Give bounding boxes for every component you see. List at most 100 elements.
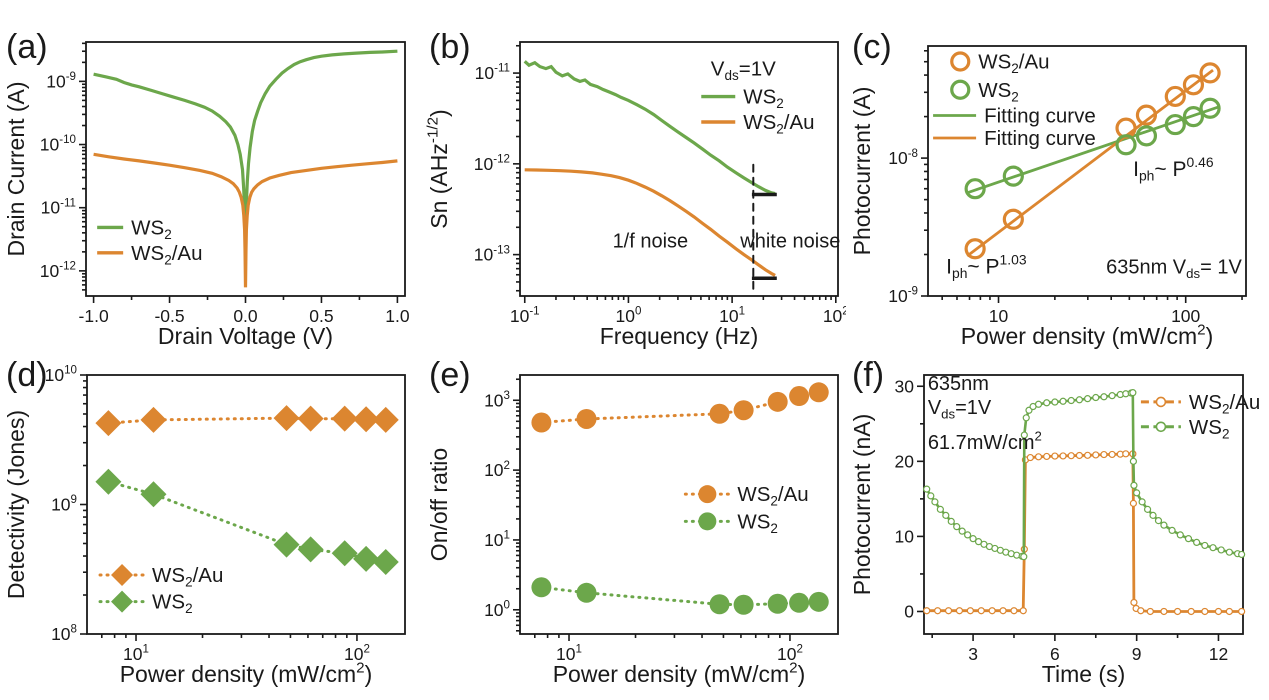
svg-text:Iph~ P1.03: Iph~ P1.03 — [946, 252, 1027, 281]
svg-text:10-13: 10-13 — [474, 243, 510, 264]
svg-text:30: 30 — [895, 376, 915, 396]
y-axis-label: Sn (AHz-1/2) — [424, 109, 452, 228]
series-WS2 — [531, 577, 829, 615]
panel-letter: (a) — [6, 28, 48, 66]
svg-text:100: 100 — [1171, 306, 1200, 326]
panel-e-onoff-ratio-chart: 101 102 100 101 102 103 Power density (mW/cm2)… — [423, 350, 846, 700]
panel-f-time-response-chart: 3 6 9 12 0 10 20 30 Time (s) Photocurrent (nA) WS2… — [846, 350, 1269, 700]
tick-labels: 101 102 108 109 1010 — [45, 364, 370, 664]
tick-labels: 101 102 100 101 102 103 — [484, 389, 803, 664]
series-WS2 — [95, 468, 399, 575]
svg-text:101: 101 — [719, 305, 745, 326]
svg-text:10-8: 10-8 — [888, 147, 918, 168]
svg-text:WS2/Au: WS2/Au — [743, 111, 814, 137]
plot-frame — [519, 41, 839, 297]
svg-text:103: 103 — [484, 389, 510, 410]
svg-text:10-12: 10-12 — [474, 152, 510, 173]
series-WS2/Au — [93, 152, 398, 288]
svg-text:white noise: white noise — [739, 231, 840, 253]
svg-text:Iph~ P0.46: Iph~ P0.46 — [1133, 154, 1214, 183]
plot-frame — [519, 374, 839, 635]
x-axis-label: Frequency (Hz) — [600, 323, 758, 349]
axes — [80, 374, 358, 641]
axes — [513, 44, 837, 303]
y-axis-label: Photocurrent (A) — [849, 87, 875, 256]
panel-letter: (c) — [852, 28, 892, 66]
svg-text:102: 102 — [344, 643, 370, 664]
svg-text:10-1: 10-1 — [510, 305, 540, 326]
svg-text:10-9: 10-9 — [888, 285, 918, 306]
svg-text:9: 9 — [1132, 644, 1142, 664]
svg-text:WS2/Au: WS2/Au — [1189, 391, 1260, 417]
y-axis-label: Detectivity (Jones) — [3, 410, 29, 599]
x-axis-label: Time (s) — [1042, 661, 1125, 687]
svg-text:0.5: 0.5 — [309, 306, 333, 326]
axes — [513, 378, 791, 641]
svg-text:100: 100 — [615, 305, 641, 326]
svg-text:WS2: WS2 — [743, 86, 784, 112]
x-axis-label: Power density (mW/cm2) — [553, 659, 806, 687]
svg-text:101: 101 — [556, 643, 582, 664]
svg-text:-1.0: -1.0 — [79, 306, 109, 326]
series-WS2 — [93, 49, 398, 233]
x-axis-label: Drain Voltage (V) — [158, 323, 333, 349]
svg-text:WS2: WS2 — [978, 79, 1019, 105]
svg-text:10: 10 — [989, 306, 1009, 326]
series-fit-ws2 — [966, 105, 1220, 195]
chart-e: 101 102 100 101 102 103 Power density (mW/cm2)… — [426, 356, 839, 687]
svg-text:1/f noise: 1/f noise — [613, 231, 689, 253]
panel-letter: (e) — [429, 356, 471, 394]
panel-letter: (d) — [6, 356, 48, 394]
series-WS2/Au — [524, 168, 776, 277]
svg-text:Fitting curve: Fitting curve — [984, 127, 1096, 150]
svg-text:10-9: 10-9 — [46, 70, 76, 91]
x-axis-label: Power density (mW/cm2) — [961, 321, 1214, 349]
svg-text:WS2: WS2 — [152, 591, 193, 617]
plot-frame — [86, 374, 406, 635]
svg-text:102: 102 — [484, 459, 510, 480]
panel-c-photocurrent-power-chart: 10 100 10-9 10-8 Power density (mW/cm2) Photo… — [846, 0, 1269, 350]
x-axis-label: Power density (mW/cm2) — [120, 659, 373, 687]
y-axis-label: Drain Current (A) — [3, 81, 29, 256]
panel-d-detectivity-chart: 101 102 108 109 1010 Power density (mW/cm2) De… — [0, 350, 423, 700]
svg-text:WS2: WS2 — [1189, 416, 1230, 442]
chart-b: 10-1 100 101 102 10-13 10-12 10-11 Frequency (H… — [424, 28, 846, 349]
y-axis-label: Photocurrent (nA) — [849, 414, 875, 596]
axes — [79, 42, 399, 303]
svg-text:WS2/Au: WS2/Au — [152, 564, 223, 590]
annotations: Iph~ P1.03 Iph~ P0.46 635nm Vds= 1V — [946, 154, 1242, 281]
svg-text:102: 102 — [777, 643, 803, 664]
svg-text:1010: 1010 — [45, 364, 77, 385]
svg-text:635nm Vds= 1V: 635nm Vds= 1V — [1106, 257, 1242, 281]
svg-text:WS2: WS2 — [131, 216, 172, 242]
chart-a: -1.0 -0.5 0.0 0.5 1.0 10-12 10-11 10-10 10-9 Drai… — [3, 28, 410, 349]
svg-text:1.0: 1.0 — [385, 306, 410, 326]
svg-text:108: 108 — [51, 623, 77, 644]
tick-labels: -1.0 -0.5 0.0 0.5 1.0 10-12 10-11 10-10 10-9 — [40, 70, 410, 326]
tick-labels: 3 6 9 12 0 10 20 30 — [895, 376, 1229, 664]
svg-text:WS2/Au: WS2/Au — [978, 51, 1049, 77]
tick-labels: 10-1 100 101 102 10-13 10-12 10-11 — [474, 62, 846, 326]
svg-text:3: 3 — [968, 644, 978, 664]
axes — [917, 385, 1220, 641]
series-WS2/Au — [923, 450, 1246, 616]
svg-text:Vds=1V: Vds=1V — [928, 397, 992, 421]
svg-text:102: 102 — [823, 305, 846, 326]
svg-text:10-10: 10-10 — [40, 133, 76, 154]
svg-text:WS2: WS2 — [737, 510, 778, 536]
svg-text:Vds=1V: Vds=1V — [711, 58, 776, 84]
svg-text:100: 100 — [484, 598, 510, 619]
series-WS2/Au — [95, 405, 399, 437]
panel-letter: (b) — [429, 28, 471, 66]
svg-text:20: 20 — [895, 451, 915, 471]
svg-text:WS2/Au: WS2/Au — [131, 242, 202, 268]
svg-text:109: 109 — [51, 493, 77, 514]
tick-labels: 10 100 10-9 10-8 — [888, 147, 1200, 326]
